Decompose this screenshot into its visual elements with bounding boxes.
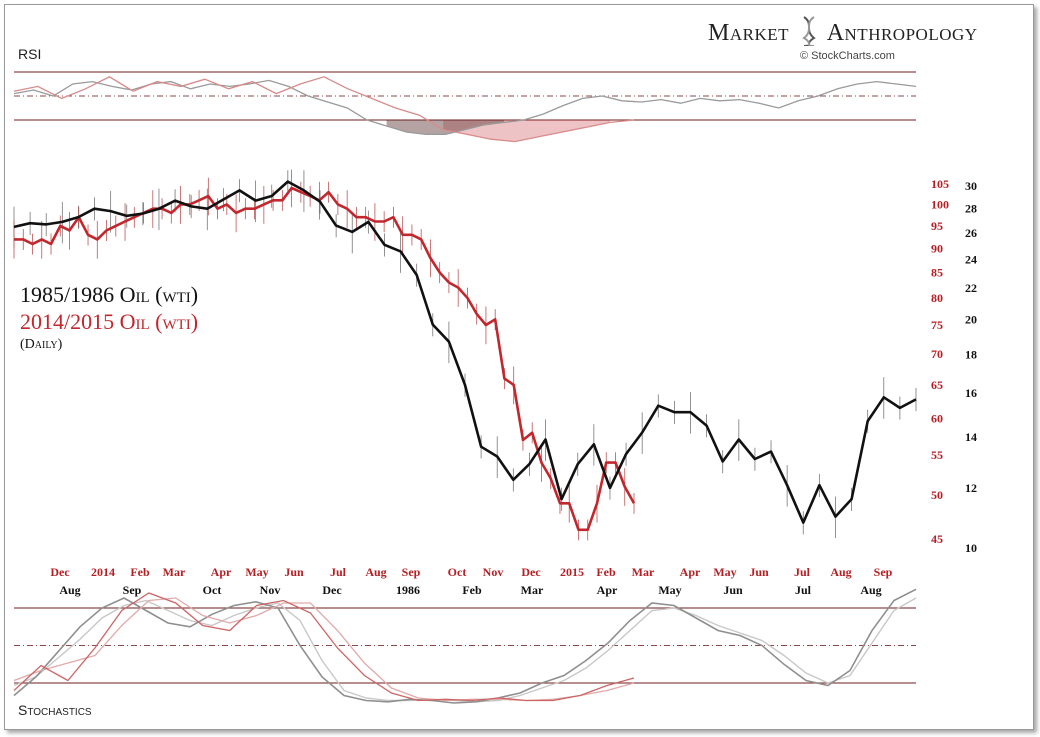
y-tick-1985: 22 <box>965 281 977 295</box>
x-label-1985: Jul <box>795 583 812 597</box>
y-tick-1985: 30 <box>965 179 977 193</box>
x-label-1985: Aug <box>59 583 80 597</box>
dna-icon <box>796 10 822 47</box>
y-tick-2014: 50 <box>931 488 943 502</box>
x-label-1985: Apr <box>597 583 618 597</box>
x-label-1985: Feb <box>462 583 482 597</box>
y-tick-1985: 18 <box>965 347 977 361</box>
x-label-2014: Jul <box>794 565 811 579</box>
stoch-line-2014-fast <box>13 592 635 702</box>
x-label-2014: Aug <box>365 565 386 579</box>
x-label-1985: Oct <box>203 583 222 597</box>
x-label-2014: Oct <box>448 565 467 579</box>
y-tick-2014: 105 <box>931 177 949 191</box>
y-tick-2014: 45 <box>931 532 943 546</box>
x-label-2014: Jun <box>284 565 304 579</box>
rsi-line-2014 <box>13 76 635 143</box>
x-label-1985: Aug <box>860 583 881 597</box>
brand-right: Anthropology <box>826 20 978 46</box>
price-line-2014 <box>14 186 636 532</box>
x-label-1985: Nov <box>260 583 281 597</box>
x-label-2014: Feb <box>596 565 616 579</box>
x-label-2014: Aug <box>830 565 851 579</box>
stoch-line-1985-fast <box>13 588 917 704</box>
x-label-2014: Feb <box>130 565 150 579</box>
brand-left: Market <box>708 20 790 46</box>
x-label-2014: Mar <box>632 565 655 579</box>
y-tick-2014: 95 <box>931 219 943 233</box>
x-label-2014: May <box>245 565 268 579</box>
price-line-1985 <box>13 180 917 524</box>
y-tick-2014: 70 <box>931 347 943 361</box>
rsi-oversold-shade-1985 <box>386 120 505 135</box>
stoch-line-2014-slow <box>13 597 635 702</box>
x-label-2014: Nov <box>483 565 504 579</box>
rsi-label: RSI <box>18 46 42 62</box>
legend-daily: (Daily) <box>20 337 63 352</box>
x-label-2014: 2014 <box>91 565 115 579</box>
y-tick-1985: 26 <box>965 226 977 240</box>
x-label-1985: May <box>658 583 681 597</box>
x-label-2014: Mar <box>163 565 186 579</box>
x-label-2014: Sep <box>874 565 893 579</box>
x-label-2014: Apr <box>211 565 232 579</box>
y-tick-1985: 20 <box>965 313 977 327</box>
legend: 1985/1986 Oil (wti) 2014/2015 Oil (wti) … <box>20 282 198 353</box>
x-label-2014: 2015 <box>560 565 584 579</box>
y-tick-2014: 60 <box>931 411 943 425</box>
rsi-line-1985 <box>13 79 917 136</box>
x-label-2014: May <box>713 565 736 579</box>
y-tick-1985: 14 <box>965 430 977 444</box>
x-label-2014: Sep <box>402 565 421 579</box>
x-label-1985: Mar <box>521 583 544 597</box>
credit-text: © StockCharts.com <box>800 50 895 62</box>
y-tick-1985: 28 <box>965 202 977 216</box>
x-label-1985: 1986 <box>396 583 420 597</box>
y-tick-1985: 12 <box>965 481 977 495</box>
y-tick-1985: 16 <box>965 386 977 400</box>
y-tick-2014: 75 <box>931 318 943 332</box>
stoch-line-1985-slow <box>13 597 917 703</box>
y-tick-1985: 24 <box>965 253 977 267</box>
x-label-1985: Dec <box>322 583 342 597</box>
y-tick-2014: 85 <box>931 266 943 280</box>
legend-2014: 2014/2015 Oil (wti) <box>20 309 199 334</box>
y-tick-2014: 55 <box>931 448 943 462</box>
legend-1985: 1985/1986 Oil (wti) <box>20 282 199 307</box>
y-tick-2014: 100 <box>931 197 949 211</box>
chart-frame <box>4 4 1034 730</box>
y-tick-2014: 65 <box>931 378 943 392</box>
y-tick-2014: 90 <box>931 242 943 256</box>
y-tick-2014: 80 <box>931 291 943 305</box>
y-tick-1985: 10 <box>965 541 977 555</box>
x-label-2014: Jun <box>749 565 769 579</box>
x-label-2014: Dec <box>50 565 70 579</box>
x-label-2014: Dec <box>521 565 541 579</box>
stochastics-label: Stochastics <box>18 702 92 718</box>
brand-logo: Market Anthropology <box>708 10 978 47</box>
x-label-1985: Jun <box>723 583 743 597</box>
x-label-1985: Sep <box>123 583 142 597</box>
x-label-2014: Jul <box>330 565 347 579</box>
x-label-2014: Apr <box>680 565 701 579</box>
